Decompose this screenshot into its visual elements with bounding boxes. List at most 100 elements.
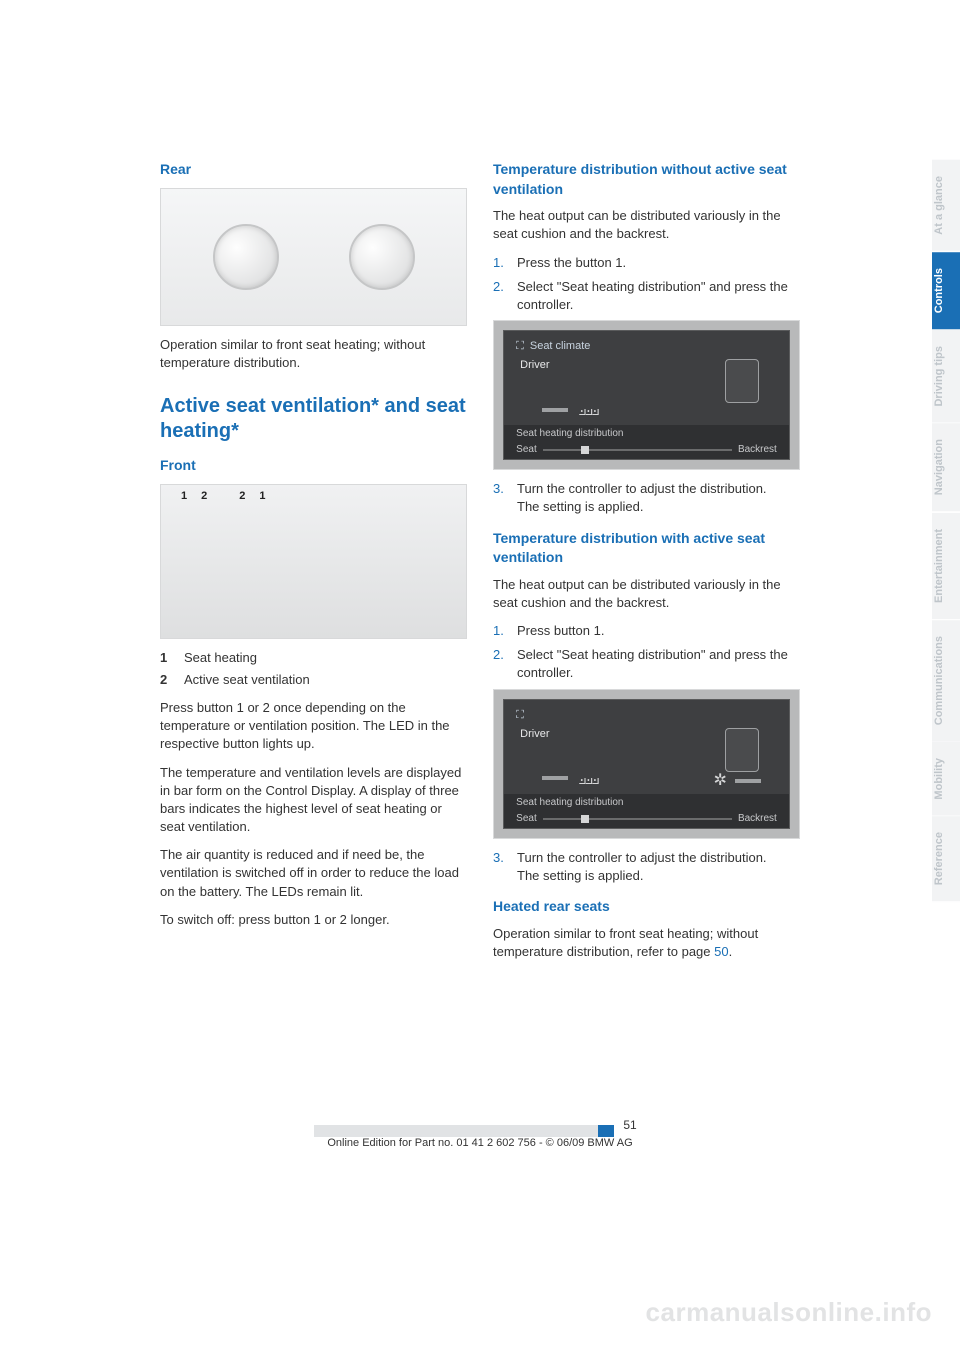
side-tab[interactable]: At a glance xyxy=(932,160,960,252)
callout-row: 1 2 2 1 xyxy=(181,489,266,504)
body-text: Press button 1 or 2 once depending on th… xyxy=(160,699,467,754)
screen-menu-label: Seat heating distribution xyxy=(516,796,777,810)
list-body: Press the button 1. xyxy=(517,254,800,272)
side-tab[interactable]: Driving tips xyxy=(932,330,960,424)
text-span: . xyxy=(729,944,733,959)
list-item: 2. Select "Seat heating distribution" an… xyxy=(493,646,800,682)
screen-title-row: ⛶ Seat climate xyxy=(516,339,777,354)
heat-indicator: ⟓⟓⟓ xyxy=(542,766,598,791)
list-item: 3. Turn the controller to adjust the dis… xyxy=(493,480,800,516)
list-item: 2. Select "Seat heating distribution" an… xyxy=(493,278,800,314)
list-num: 2. xyxy=(493,646,517,682)
seat-icon xyxy=(725,728,759,772)
page-link[interactable]: 50 xyxy=(714,944,728,959)
figure-rear-controls xyxy=(160,188,467,326)
screen-content: ⛶ Driver ⟓⟓⟓ ✲ Seat heating distribution xyxy=(503,699,790,829)
definition-item: 2 Active seat ventilation xyxy=(160,671,467,689)
caption-rear: Operation similar to front seat heating;… xyxy=(160,336,467,372)
screen-title: Seat climate xyxy=(530,339,591,354)
screen-content: ⛶ Seat climate Driver ⟓⟓⟓ Seat heating d… xyxy=(503,330,790,460)
def-label: Active seat ventilation xyxy=(184,671,310,689)
fan-indicator: ✲ xyxy=(713,770,760,792)
dial-group xyxy=(213,224,415,290)
level-icon xyxy=(542,776,568,780)
screen-icon: ⛶ xyxy=(516,708,524,723)
list-num: 2. xyxy=(493,278,517,314)
body-text: The heat output can be distributed vario… xyxy=(493,576,800,612)
definition-item: 1 Seat heating xyxy=(160,649,467,667)
footer-line: Online Edition for Part no. 01 41 2 602 … xyxy=(160,1136,800,1151)
page-content: Rear Operation similar to front seat hea… xyxy=(160,160,800,971)
body-text: The air quantity is reduced and if need … xyxy=(160,846,467,901)
list-item: 1. Press button 1. xyxy=(493,622,800,640)
heading-heated-rear: Heated rear seats xyxy=(493,897,800,917)
heat-wave-icon: ⟓⟓⟓ xyxy=(578,766,598,791)
dial-icon xyxy=(349,224,415,290)
side-tab[interactable]: Mobility xyxy=(932,742,960,817)
watermark: carmanualsonline.info xyxy=(646,1294,932,1330)
level-icon xyxy=(735,779,761,783)
side-tab[interactable]: Controls xyxy=(932,252,960,330)
two-column-layout: Rear Operation similar to front seat hea… xyxy=(160,160,800,971)
body-text: Operation similar to front seat heating;… xyxy=(493,925,800,961)
heading-active-seat: Active seat ventilation* and seat heatin… xyxy=(160,394,467,444)
screen-menu-label: Seat heating distribution xyxy=(516,427,777,441)
heading-front: Front xyxy=(160,456,467,476)
heading-temp-dist-without: Temperature distribution without active … xyxy=(493,160,800,199)
slider-left-label: Seat xyxy=(516,812,537,826)
list-num: 3. xyxy=(493,480,517,516)
heading-temp-dist-with: Temperature distribution with active sea… xyxy=(493,529,800,568)
slider-right-label: Backrest xyxy=(738,443,777,457)
slider-track xyxy=(543,449,732,451)
list-num: 3. xyxy=(493,849,517,885)
def-num: 1 xyxy=(160,649,184,667)
body-text: The temperature and ventilation levels a… xyxy=(160,764,467,837)
page-number-bar xyxy=(314,1125,614,1137)
list-item: 1. Press the button 1. xyxy=(493,254,800,272)
list-body: Select "Seat heating distribution" and p… xyxy=(517,278,800,314)
side-tab[interactable]: Reference xyxy=(932,816,960,902)
def-label: Seat heating xyxy=(184,649,257,667)
screen-menu-band: Seat heating distribution Seat Backrest xyxy=(504,794,789,828)
dial-icon xyxy=(213,224,279,290)
level-icon xyxy=(542,408,568,412)
fan-icon: ✲ xyxy=(713,770,726,792)
definition-list: 1 Seat heating 2 Active seat ventilation xyxy=(160,649,467,689)
list-num: 1. xyxy=(493,254,517,272)
side-tab[interactable]: Navigation xyxy=(932,423,960,512)
body-text: To switch off: press button 1 or 2 longe… xyxy=(160,911,467,929)
slider-right-label: Backrest xyxy=(738,812,777,826)
slider-track xyxy=(543,818,732,820)
callout-num: 1 xyxy=(259,489,265,504)
list-body: Turn the controller to adjust the distri… xyxy=(517,849,800,885)
figure-idrive-screen-1: ⛶ Seat climate Driver ⟓⟓⟓ Seat heating d… xyxy=(493,320,800,470)
list-num: 1. xyxy=(493,622,517,640)
list-body: Turn the controller to adjust the distri… xyxy=(517,480,800,516)
seat-icon xyxy=(725,359,759,403)
def-num: 2 xyxy=(160,671,184,689)
slider-thumb xyxy=(581,446,589,454)
figure-front-controls: 1 2 2 1 xyxy=(160,484,467,639)
left-column: Rear Operation similar to front seat hea… xyxy=(160,160,467,971)
slider-row: Seat Backrest xyxy=(516,812,777,826)
list-item: 3. Turn the controller to adjust the dis… xyxy=(493,849,800,885)
screen-icon: ⛶ xyxy=(516,339,524,354)
callout-num: 2 xyxy=(201,489,207,504)
callout-num: 2 xyxy=(239,489,245,504)
page-number-row: 51 xyxy=(160,1118,800,1136)
side-tabs: At a glanceControlsDriving tipsNavigatio… xyxy=(932,160,960,903)
list-body: Select "Seat heating distribution" and p… xyxy=(517,646,800,682)
callout-num: 1 xyxy=(181,489,187,504)
right-column: Temperature distribution without active … xyxy=(493,160,800,971)
page-number: 51 xyxy=(617,1117,642,1134)
heat-indicator: ⟓⟓⟓ xyxy=(542,397,598,422)
list-body: Press button 1. xyxy=(517,622,800,640)
heading-rear: Rear xyxy=(160,160,467,180)
slider-thumb xyxy=(581,815,589,823)
heat-wave-icon: ⟓⟓⟓ xyxy=(578,397,598,422)
slider-row: Seat Backrest xyxy=(516,443,777,457)
screen-title-row: ⛶ xyxy=(516,708,777,723)
slider-left-label: Seat xyxy=(516,443,537,457)
side-tab[interactable]: Entertainment xyxy=(932,513,960,620)
side-tab[interactable]: Communications xyxy=(932,620,960,742)
